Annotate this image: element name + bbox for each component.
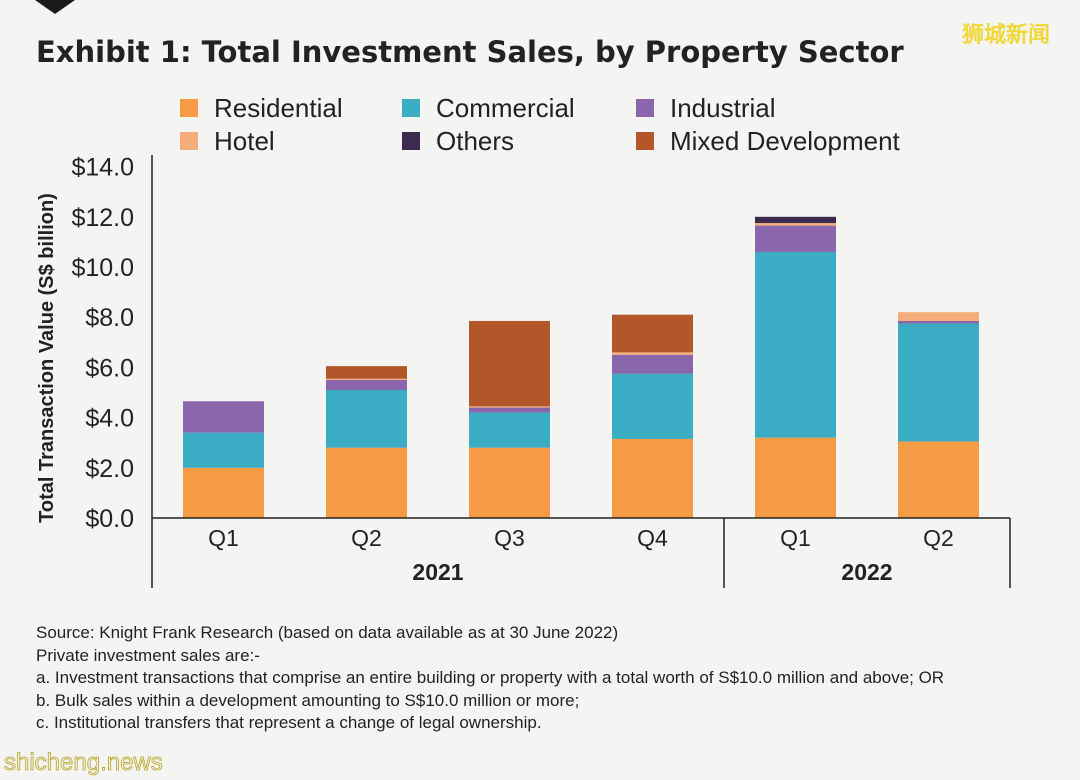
bar-3-commercial [612, 373, 693, 439]
group-label-1: 2022 [841, 559, 892, 585]
bar-2-hotel [469, 406, 550, 408]
x-tick-label-1: Q2 [351, 525, 382, 551]
x-tick-label-0: Q1 [208, 525, 239, 551]
y-tick-label-1: $2.0 [85, 455, 134, 483]
bar-3-industrial [612, 354, 693, 374]
bar-4-hotel [755, 223, 836, 226]
bar-4-industrial [755, 225, 836, 252]
bar-5-residential [898, 441, 979, 518]
bar-1-mixed-development [326, 366, 407, 379]
bar-1-residential [326, 447, 407, 518]
x-axis-labels: Q1 Q2 Q3 Q4 Q1 Q2 2021 2022 [208, 525, 954, 585]
legend-swatch-3 [180, 132, 198, 150]
note-item-a: a. Investment transactions that comprise… [36, 668, 945, 687]
y-tick-label-5: $10.0 [71, 254, 134, 282]
bar-1-industrial [326, 379, 407, 390]
legend-swatch-1 [402, 99, 420, 117]
x-tick-label-4: Q1 [780, 525, 811, 551]
y-tick-label-3: $6.0 [85, 354, 134, 382]
bars [183, 216, 979, 518]
x-tick-label-3: Q4 [637, 525, 668, 551]
bar-1-commercial [326, 389, 407, 448]
bar-3-mixed-development [612, 314, 693, 353]
watermark-top: 狮城新闻 [962, 22, 1050, 47]
legend-label-4: Others [436, 126, 514, 156]
legend-swatch-4 [402, 132, 420, 150]
bar-0-industrial [183, 401, 264, 433]
legend-label-1: Commercial [436, 93, 575, 123]
bar-3-residential [612, 438, 693, 518]
bar-2-mixed-development [469, 320, 550, 407]
y-axis-label: Total Transaction Value (S$ billion) [36, 193, 58, 523]
y-tick-label-6: $12.0 [71, 204, 134, 232]
y-tick-label-7: $14.0 [71, 154, 134, 182]
note-item-b: b. Bulk sales within a development amoun… [36, 690, 580, 710]
legend: Residential Commercial Industrial Hotel Othe… [180, 93, 901, 156]
chart-title: Exhibit 1: Total Investment Sales, by Pr… [36, 35, 904, 69]
bar-2-residential [469, 447, 550, 518]
bar-2-commercial [469, 412, 550, 448]
bar-4-others [755, 216, 836, 224]
y-tick-label-0: $0.0 [85, 505, 134, 533]
bar-0-commercial [183, 432, 264, 468]
notes-intro: Private investment sales are:- [36, 645, 260, 665]
bar-3-hotel [612, 352, 693, 355]
chart-notes: Source: Knight Frank Research (based on … [36, 622, 1066, 735]
watermark-bottom: shicheng.news [4, 749, 163, 776]
axes [151, 155, 1011, 588]
bar-5-industrial [898, 320, 979, 324]
bar-5-commercial [898, 323, 979, 442]
legend-label-2: Industrial [670, 93, 776, 123]
legend-label-3: Hotel [214, 126, 275, 156]
legend-label-0: Residential [214, 93, 343, 123]
legend-swatch-5 [636, 132, 654, 150]
corner-marker-icon [35, 0, 75, 14]
bar-4-commercial [755, 251, 836, 438]
x-tick-label-2: Q3 [494, 525, 525, 551]
legend-swatch-2 [636, 99, 654, 117]
bar-2-industrial [469, 407, 550, 413]
note-item-c: c. Institutional transfers that represen… [36, 713, 542, 732]
y-tick-label-4: $8.0 [85, 304, 134, 332]
bar-1-hotel [326, 378, 407, 380]
bar-4-residential [755, 437, 836, 518]
y-tick-label-2: $4.0 [85, 405, 134, 433]
bar-5-hotel [898, 312, 979, 321]
legend-label-5: Mixed Development [670, 126, 901, 156]
bar-0-residential [183, 467, 264, 518]
group-label-0: 2021 [412, 559, 463, 585]
y-axis-ticks: $0.0 $2.0 $4.0 $6.0 $8.0 $10.0 $12.0 $14.0 [71, 154, 134, 533]
legend-swatch-0 [180, 99, 198, 117]
x-tick-label-5: Q2 [923, 525, 954, 551]
source-note: Source: Knight Frank Research (based on … [36, 623, 619, 642]
